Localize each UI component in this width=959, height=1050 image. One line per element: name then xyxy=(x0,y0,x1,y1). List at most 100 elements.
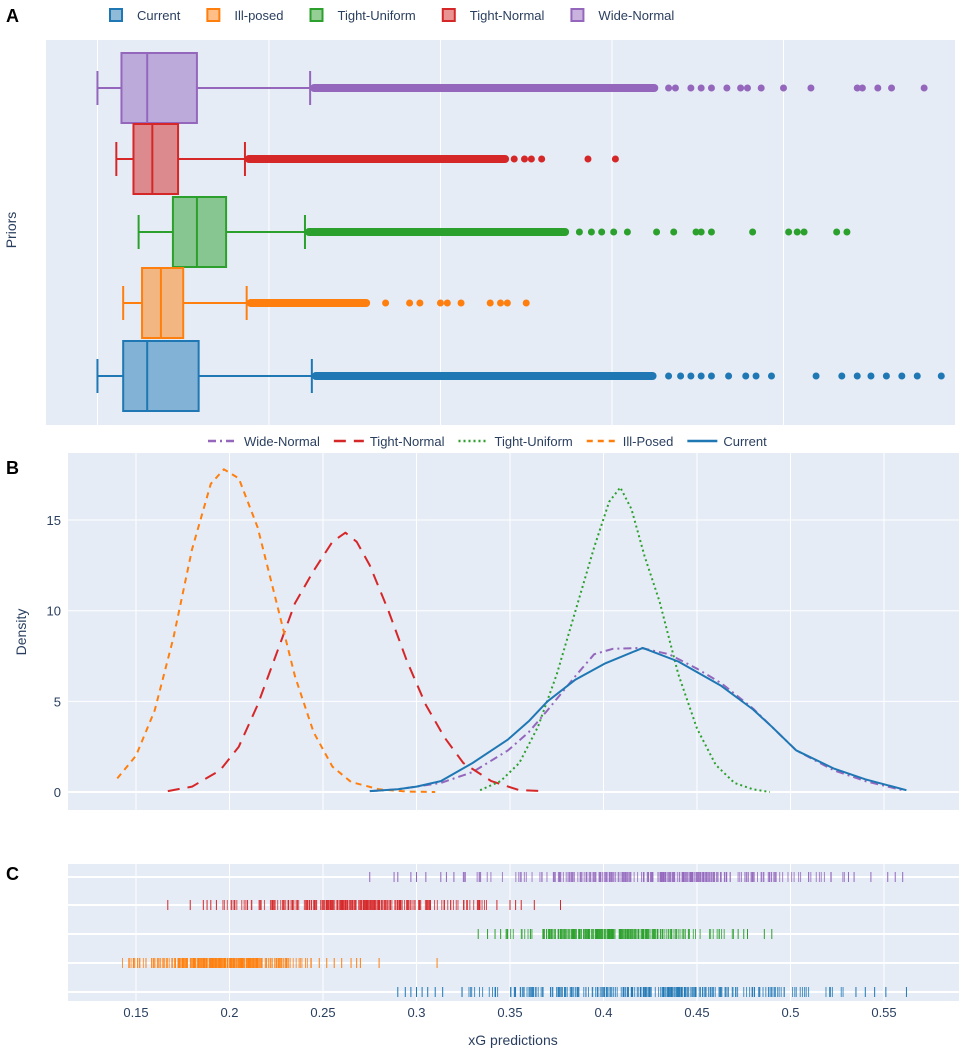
outlier-point xyxy=(793,228,801,236)
legend-a[interactable]: Current Ill-posed Tight-Uniform Tight-Norma… xyxy=(109,8,674,23)
x-tick-label: 0.15 xyxy=(123,1005,148,1020)
x-tick-label: 0.55 xyxy=(871,1005,896,1020)
panel-label-c: C xyxy=(6,864,19,884)
legend-label: Ill-Posed xyxy=(623,434,674,449)
outlier-point xyxy=(665,372,673,380)
legend-label: Tight-Normal xyxy=(370,434,445,449)
outlier-point xyxy=(670,228,678,236)
outlier-point xyxy=(521,155,529,163)
legend-swatch xyxy=(570,8,585,22)
x-ticks-c: 0.15 0.2 0.25 0.3 0.35 0.4 0.45 0.5 0.55 xyxy=(123,1005,896,1020)
outlier-point xyxy=(527,155,535,163)
outlier-point xyxy=(882,372,890,380)
outlier-point xyxy=(697,372,705,380)
outlier-point xyxy=(725,372,733,380)
outlier-point xyxy=(874,84,882,92)
outlier-point xyxy=(623,228,631,236)
outlier-band xyxy=(311,372,657,380)
rug-tight-normal xyxy=(167,900,561,910)
y-axis-title-b: Density xyxy=(13,609,29,656)
outlier-point xyxy=(587,228,595,236)
x-tick-label: 0.35 xyxy=(497,1005,522,1020)
box-plot-panel: Priors Current Ill-posed Tight-Uniform Tigh… xyxy=(3,8,955,425)
x-tick-label: 0.3 xyxy=(407,1005,425,1020)
y-axis-title-a: Priors xyxy=(3,212,19,249)
outlier-band xyxy=(244,155,510,163)
outlier-point xyxy=(749,228,757,236)
legend-label: Tight-Uniform xyxy=(338,8,416,23)
curves xyxy=(116,468,907,793)
legend-label: Tight-Normal xyxy=(470,8,545,23)
y-tick-label: 10 xyxy=(47,604,61,619)
outlier-point xyxy=(757,84,765,92)
density-panel: 0 5 10 15 Density Wide-Normal Tight-Normal Ti… xyxy=(13,428,959,810)
outlier-point xyxy=(812,372,820,380)
outlier-point xyxy=(382,299,390,307)
x-tick-label: 0.2 xyxy=(220,1005,238,1020)
outlier-point xyxy=(752,372,760,380)
outlier-point xyxy=(436,299,444,307)
legend-label: Wide-Normal xyxy=(598,8,674,23)
box-iqr xyxy=(122,340,200,412)
outlier-point xyxy=(692,228,700,236)
outlier-point xyxy=(416,299,424,307)
box-ill-posed xyxy=(122,267,530,339)
legend-label: Tight-Uniform xyxy=(495,434,573,449)
legend-label: Wide-Normal xyxy=(244,434,320,449)
y-tick-label: 0 xyxy=(54,785,61,800)
outlier-point xyxy=(858,84,866,92)
outlier-point xyxy=(406,299,414,307)
rug-wide-normal xyxy=(369,872,904,882)
outlier-point xyxy=(457,299,465,307)
box-tight-uniform xyxy=(137,196,851,268)
x-tick-label: 0.45 xyxy=(684,1005,709,1020)
outlier-point xyxy=(853,372,861,380)
x-tick-label: 0.25 xyxy=(310,1005,335,1020)
outlier-point xyxy=(697,84,705,92)
outlier-point xyxy=(913,372,921,380)
outlier-point xyxy=(598,228,606,236)
legend-label: Ill-posed xyxy=(234,8,283,23)
outlier-point xyxy=(687,84,695,92)
outlier-point xyxy=(807,84,815,92)
legend-swatch xyxy=(309,8,324,22)
density-curve-current xyxy=(369,646,907,793)
legend-swatch xyxy=(109,8,123,22)
outlier-point xyxy=(497,299,504,307)
outlier-point xyxy=(510,155,518,163)
outlier-point xyxy=(742,372,750,380)
outlier-point xyxy=(503,299,511,307)
outlier-point xyxy=(671,84,679,92)
outlier-point xyxy=(867,372,875,380)
legend-b[interactable]: Wide-Normal Tight-Normal Tight-Uniform Ill-… xyxy=(208,434,767,449)
density-curve-wide-normal xyxy=(369,646,903,793)
box-iqr xyxy=(141,267,185,339)
outlier-band xyxy=(304,228,570,236)
plot-area-b xyxy=(68,453,959,810)
outlier-point xyxy=(888,84,896,92)
legend-swatch xyxy=(441,8,456,22)
outlier-point xyxy=(610,228,618,236)
box-iqr xyxy=(171,196,228,268)
density-curve-tight-uniform xyxy=(479,486,771,793)
density-curve-tight-normal xyxy=(167,531,546,793)
outlier-point xyxy=(653,228,661,236)
outlier-point xyxy=(937,372,945,380)
outlier-point xyxy=(486,299,494,307)
outlier-point xyxy=(767,372,775,380)
legend-label: Current xyxy=(137,8,181,23)
boxes xyxy=(96,52,945,412)
outlier-point xyxy=(843,228,851,236)
outlier-point xyxy=(584,155,592,163)
outlier-point xyxy=(443,299,451,307)
box-tight-normal xyxy=(115,123,619,195)
panel-label-a: A xyxy=(6,6,19,26)
panel-label-b: B xyxy=(6,458,19,478)
outlier-point xyxy=(677,372,685,380)
outlier-point xyxy=(785,228,793,236)
outlier-point xyxy=(707,372,715,380)
outlier-point xyxy=(779,84,787,92)
outlier-point xyxy=(743,84,751,92)
outlier-point xyxy=(707,84,715,92)
